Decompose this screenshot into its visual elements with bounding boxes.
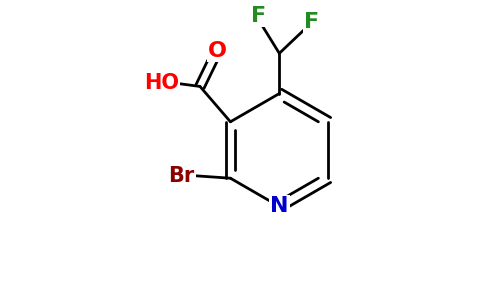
- Text: HO: HO: [144, 73, 179, 92]
- Text: N: N: [270, 196, 288, 216]
- Text: F: F: [304, 12, 319, 32]
- Text: O: O: [208, 41, 227, 61]
- Text: F: F: [251, 6, 266, 26]
- Text: Br: Br: [168, 166, 195, 186]
